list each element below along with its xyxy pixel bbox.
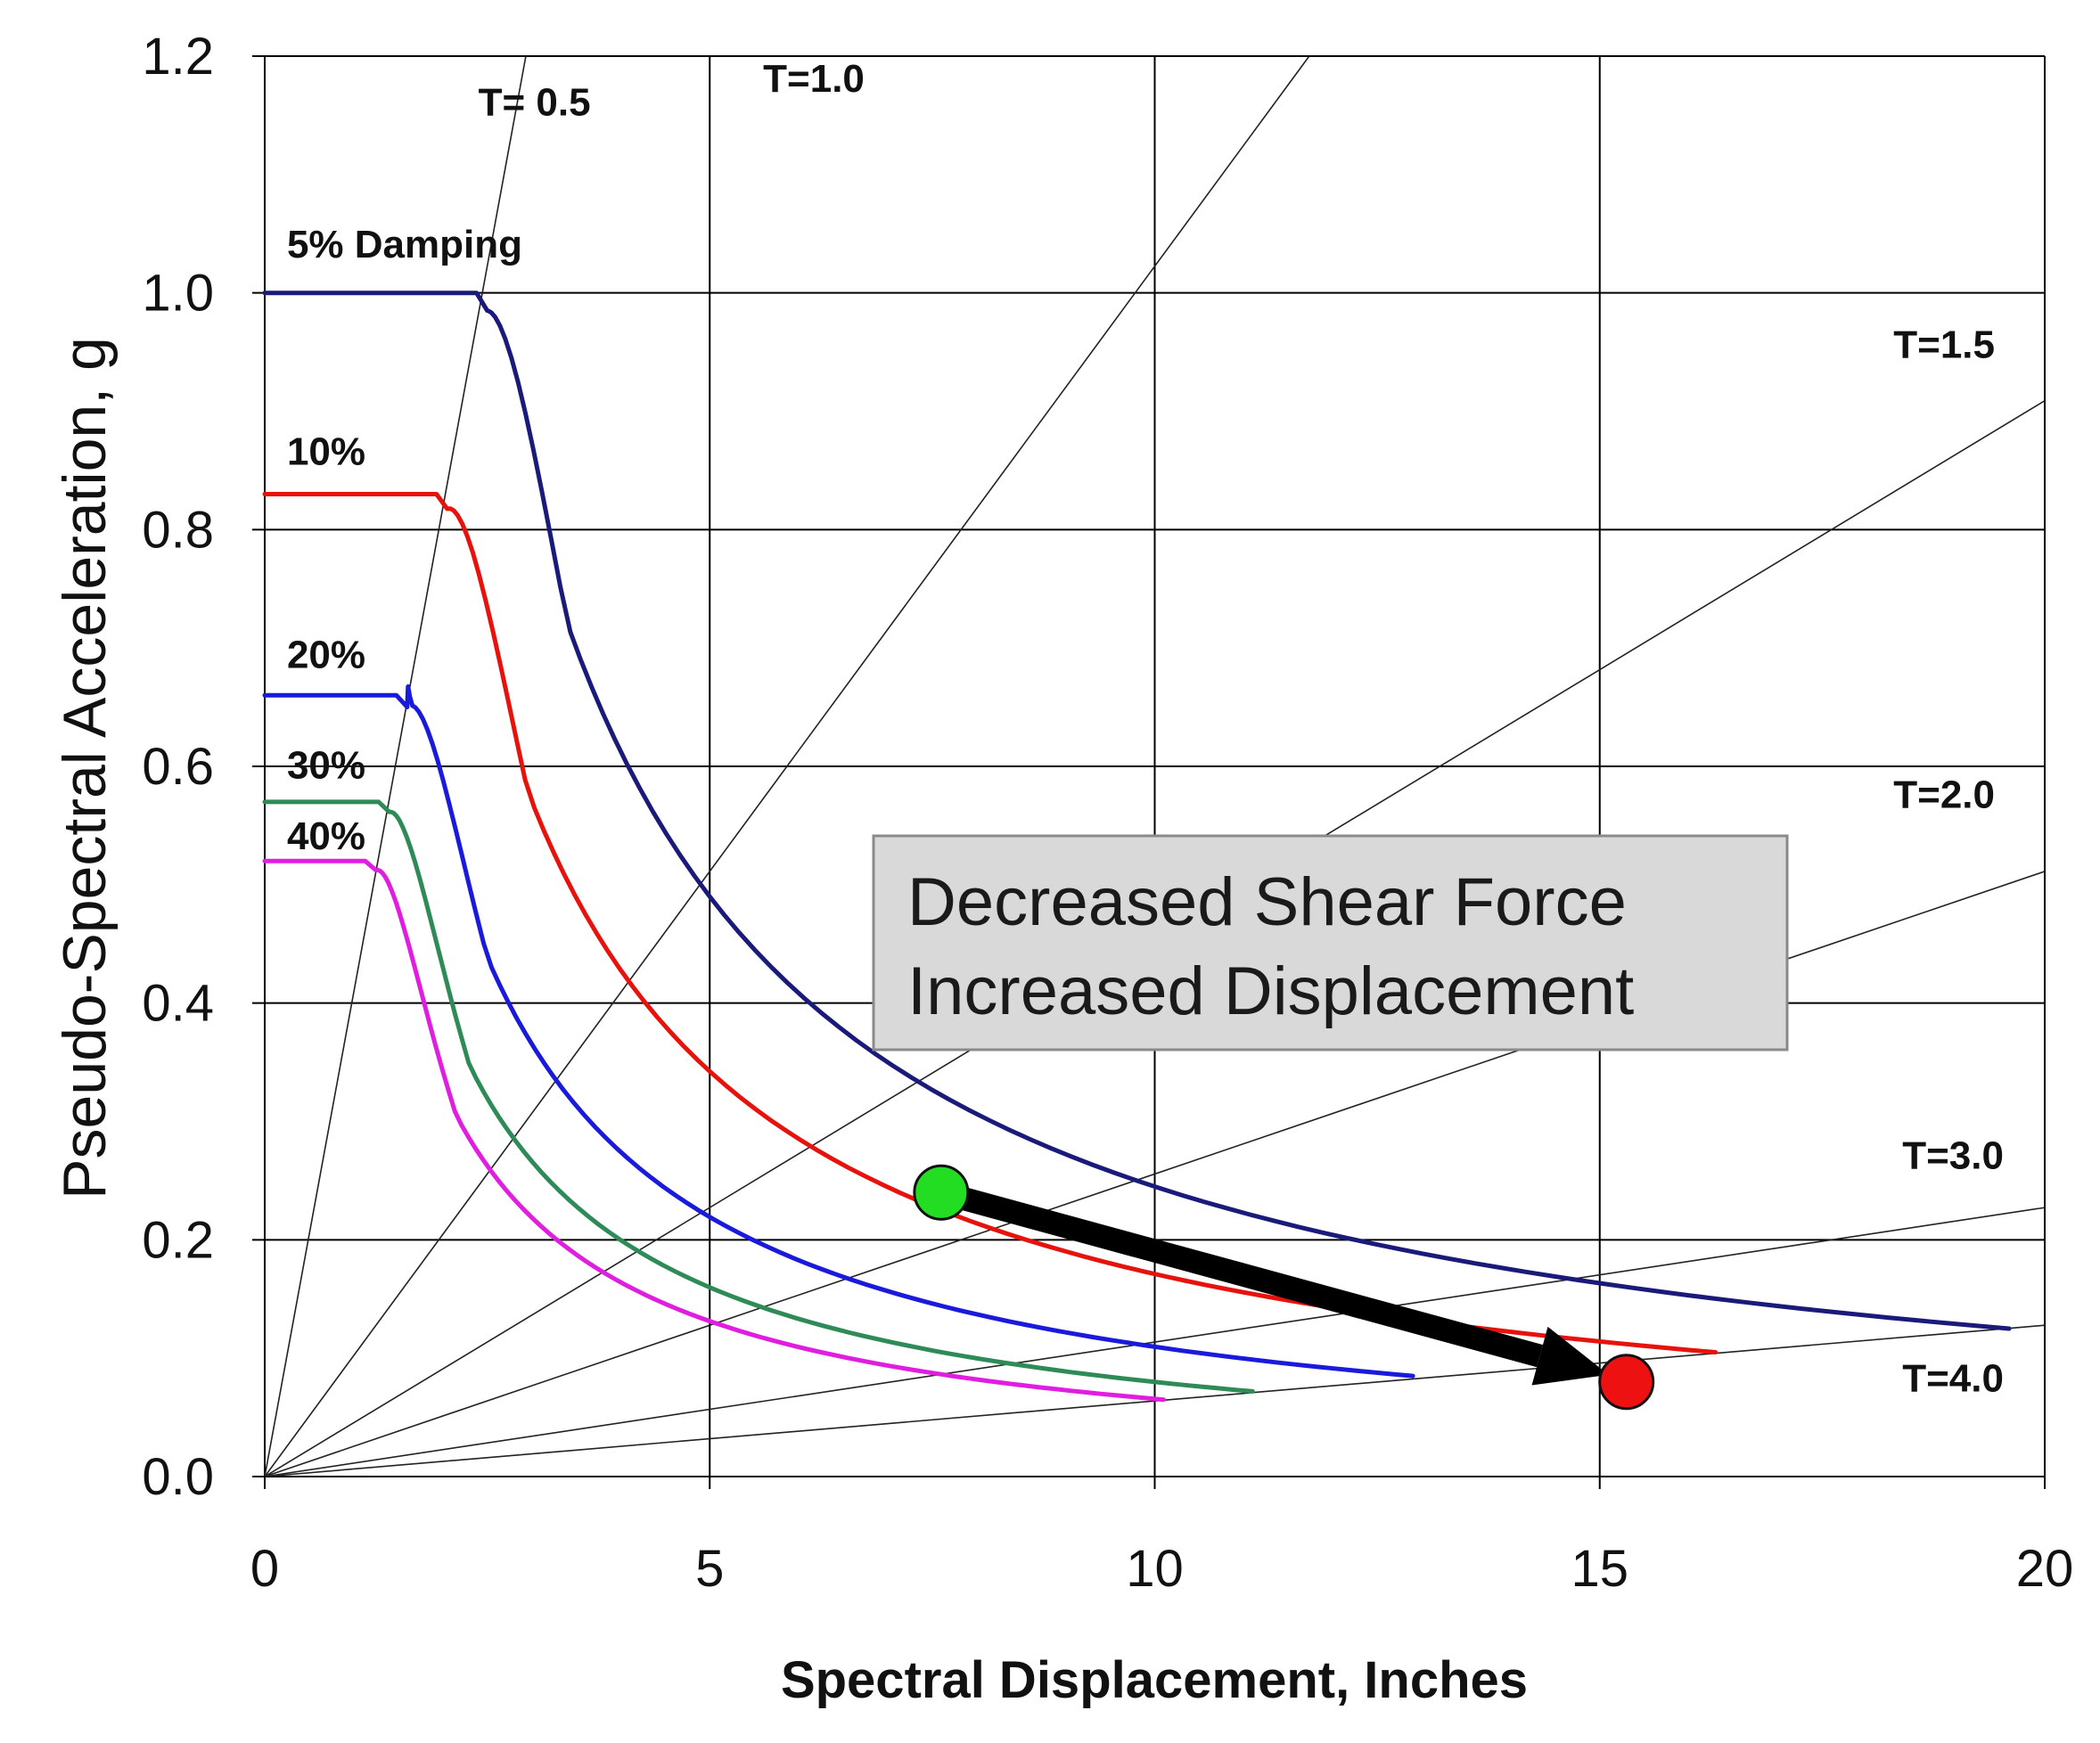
y-tick-label: 0.2 xyxy=(142,1211,214,1269)
x-tick-label: 10 xyxy=(1126,1540,1184,1598)
x-tick-label: 15 xyxy=(1571,1540,1628,1598)
series-label: 5% Damping xyxy=(287,223,522,266)
period-label: T=4.0 xyxy=(1902,1356,2004,1400)
marker-start xyxy=(913,1164,970,1221)
series-label: 40% xyxy=(287,814,365,858)
axis-ticks: 0 5 10 15 20 0.0 0.2 0.4 0.6 0.8 1.0 1.2 xyxy=(142,28,2073,1598)
y-tick-label: 0.8 xyxy=(142,501,214,559)
period-line xyxy=(265,56,1310,1477)
y-tick-label: 1.2 xyxy=(142,28,214,86)
y-tick-label: 0.6 xyxy=(142,738,214,796)
callout-box: Decreased Shear Force Increased Displacem… xyxy=(872,834,1789,1052)
series-label: 30% xyxy=(287,743,365,787)
series-line xyxy=(262,290,2012,1331)
arrow-head xyxy=(1531,1326,1609,1386)
period-line xyxy=(265,1207,2045,1477)
arrow-shaft xyxy=(938,1181,1543,1368)
annotations: T= 0.5 T=1.0 T=1.5 T=2.0 T=3.0 T=4.0 5% Dampin… xyxy=(287,57,2004,1401)
x-tick-label: 20 xyxy=(2016,1540,2074,1598)
series-lines xyxy=(262,290,2012,1403)
series-line xyxy=(262,858,1166,1403)
gridlines xyxy=(252,55,2046,1489)
callout-line: Decreased Shear Force xyxy=(907,864,1627,940)
period-label: T=3.0 xyxy=(1902,1134,2004,1178)
callout-background xyxy=(872,834,1789,1052)
period-label: T=1.0 xyxy=(763,57,865,101)
y-tick-label: 0.4 xyxy=(142,975,214,1033)
x-tick-label: 5 xyxy=(695,1540,724,1598)
x-axis-title: Spectral Displacement, Inches xyxy=(781,1651,1528,1709)
series-line xyxy=(262,684,1415,1379)
y-tick-label: 0.0 xyxy=(142,1448,214,1506)
period-label: T=2.0 xyxy=(1893,773,1995,816)
series-line xyxy=(262,799,1255,1394)
callout-line: Increased Displacement xyxy=(907,953,1634,1029)
y-tick-label: 1.0 xyxy=(142,265,214,323)
series-label: 10% xyxy=(287,430,365,473)
period-label: T=1.5 xyxy=(1893,323,1995,367)
marker-end xyxy=(1598,1354,1655,1411)
markers xyxy=(913,1164,1655,1411)
y-axis-title: Pseudo-Spectral Acceleration, g xyxy=(51,337,119,1199)
period-line xyxy=(265,56,527,1477)
series-label: 20% xyxy=(287,634,365,677)
period-label: T= 0.5 xyxy=(479,80,591,124)
x-tick-label: 0 xyxy=(250,1540,279,1598)
